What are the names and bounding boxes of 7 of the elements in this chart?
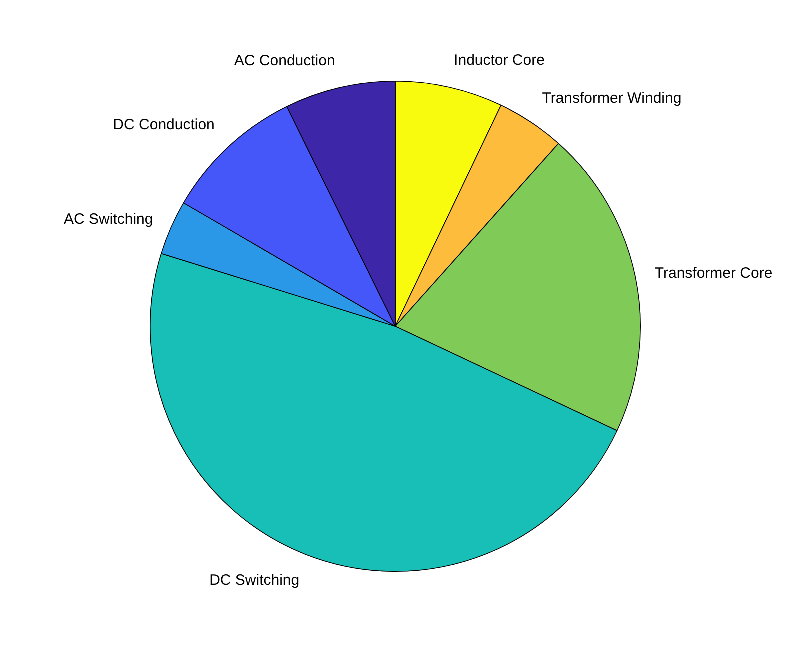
slice-label: Inductor Core	[454, 52, 545, 69]
slice-label: Transformer Winding	[542, 90, 682, 107]
slice-label: AC Conduction	[234, 52, 336, 70]
slice-label: AC Switching	[64, 210, 154, 228]
slice-label: DC Conduction	[113, 116, 215, 134]
slice-label: DC Switching	[210, 572, 300, 589]
slice-label: Transformer Core	[654, 264, 773, 282]
